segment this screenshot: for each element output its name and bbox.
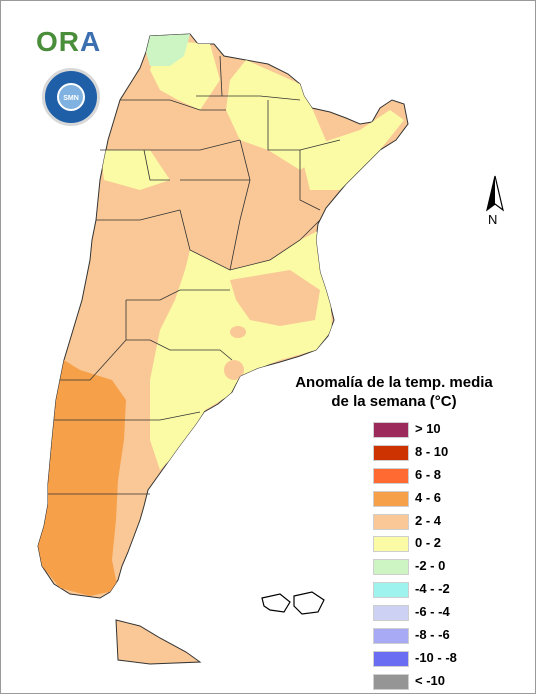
legend-label: -2 - 0	[415, 558, 446, 574]
legend-swatch	[373, 467, 409, 484]
legend-item: 8 - 10	[373, 442, 493, 465]
legend-item: -6 - -4	[373, 602, 493, 625]
zone-2-4-spot	[230, 326, 246, 338]
legend-swatch	[373, 582, 409, 599]
legend-label: -6 - -4	[415, 604, 450, 620]
legend-title: Anomalía de la temp. media de la semana …	[294, 373, 494, 411]
legend-item: 2 - 4	[373, 511, 493, 534]
tierra-del-fuego	[115, 619, 202, 665]
legend-label: 2 - 4	[415, 512, 442, 528]
legend-title-line2: de la semana (°C)	[331, 393, 457, 410]
legend-item: < -10	[373, 671, 493, 694]
zone-2-4-coast	[224, 360, 244, 380]
legend-label: 0 - 2	[415, 535, 442, 551]
zone-4-6-patagonia	[38, 360, 126, 596]
legend-item: 0 - 2	[373, 533, 493, 556]
zone-0-2-mesopotamia	[300, 110, 404, 190]
legend-swatch	[373, 444, 409, 461]
legend-item: > 10	[373, 419, 493, 442]
legend-item: -10 - -8	[373, 648, 493, 671]
legend: > 10 8 - 10 6 - 8 4 - 6 2 - 4 0 - 2 -2 - 0 -4 -…	[373, 419, 493, 694]
legend-swatch	[373, 628, 409, 645]
legend-label: 6 - 8	[415, 466, 442, 482]
legend-item: -2 - 0	[373, 556, 493, 579]
logo-accent-text: A	[80, 26, 102, 57]
legend-label: 8 - 10	[415, 443, 449, 459]
legend-label: -8 - -6	[415, 627, 450, 643]
zone-0-2-northeast	[226, 60, 330, 170]
logo-main-text: OR	[36, 26, 80, 57]
north-arrow-icon	[486, 175, 504, 212]
malvinas-islands	[261, 591, 325, 615]
zone-2-4-buenos-aires	[230, 270, 320, 326]
province-boundaries	[48, 55, 341, 495]
legend-label: -4 - -2	[415, 581, 450, 597]
legend-item: 6 - 8	[373, 465, 493, 488]
legend-swatch	[373, 650, 409, 667]
mainland	[37, 33, 409, 665]
legend-swatch	[373, 513, 409, 530]
seal-label: SMN	[63, 95, 79, 102]
legend-swatch	[373, 673, 409, 690]
legend-swatch	[373, 559, 409, 576]
legend-swatch	[373, 605, 409, 622]
legend-label: < -10	[415, 672, 445, 688]
legend-swatch	[373, 490, 409, 507]
legend-swatch	[373, 536, 409, 553]
legend-swatch	[373, 422, 409, 438]
legend-label: -10 - -8	[415, 649, 457, 665]
legend-item: -4 - -2	[373, 579, 493, 602]
legend-item: -8 - -6	[373, 625, 493, 648]
smn-seal-icon: SMN	[42, 68, 100, 126]
zone-minus2-0-northwest	[146, 34, 190, 66]
north-label: N	[488, 212, 498, 227]
seal-center	[57, 83, 85, 111]
legend-title-line1: Anomalía de la temp. media	[295, 374, 493, 391]
legend-label: 4 - 6	[415, 489, 442, 505]
ora-logo: ORA	[36, 28, 101, 56]
legend-label: > 10	[415, 421, 441, 436]
legend-item: 4 - 6	[373, 488, 493, 511]
